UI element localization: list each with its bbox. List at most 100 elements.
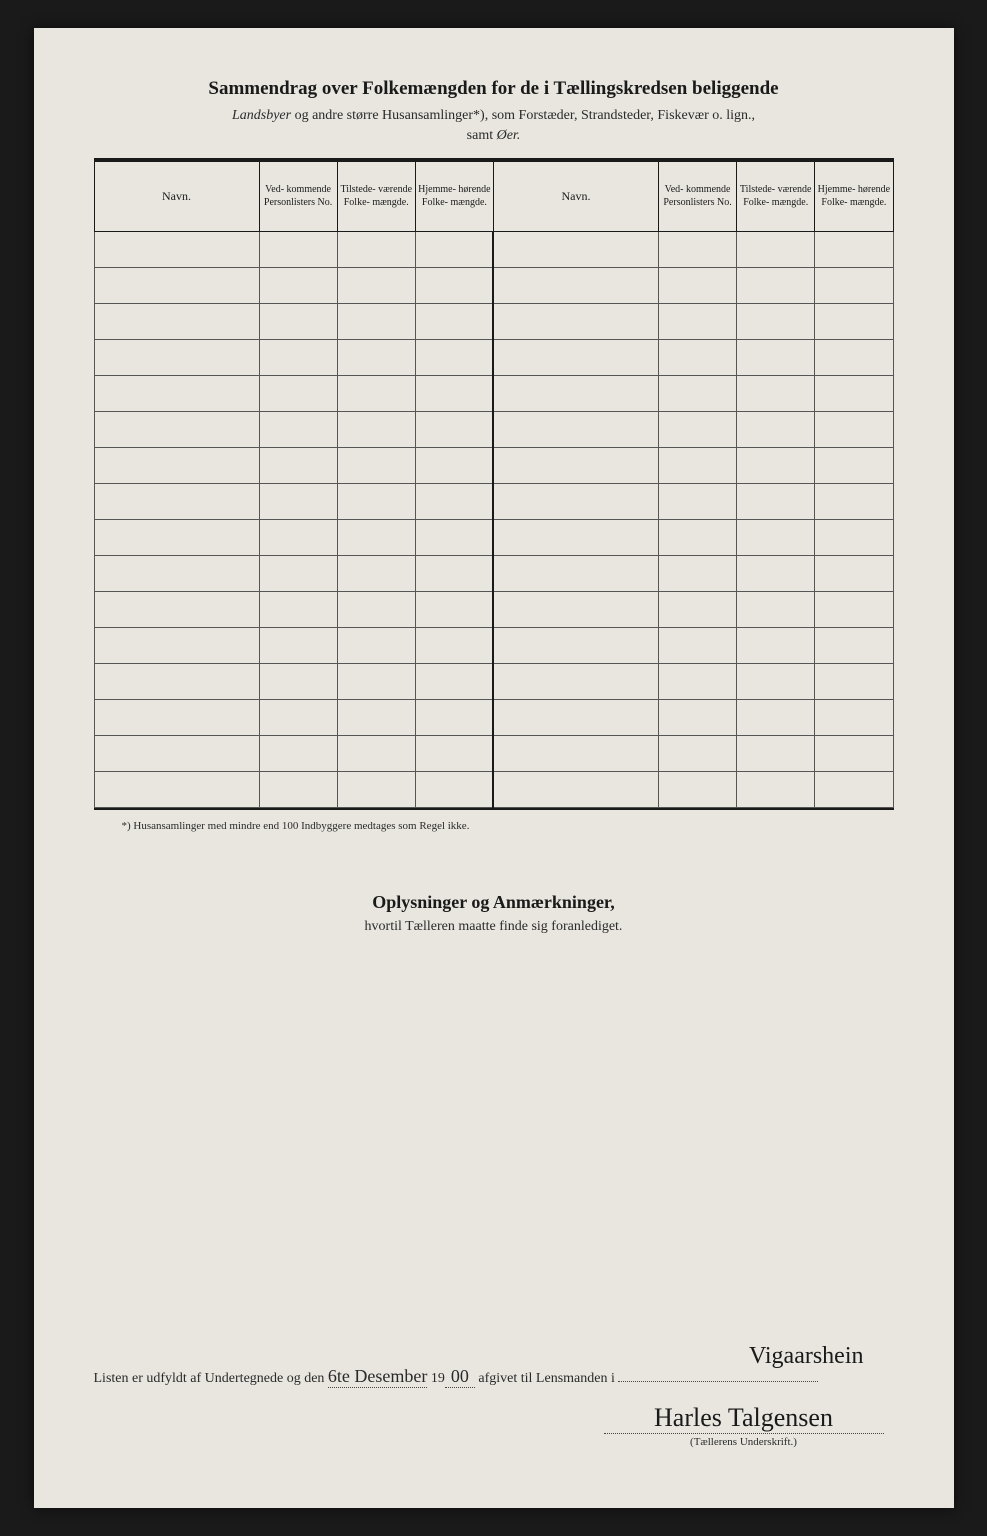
table-cell	[337, 592, 415, 628]
table-cell	[658, 520, 736, 556]
col-hjemme-1: Hjemme- hørende Folke- mængde.	[415, 162, 493, 232]
table-cell	[94, 340, 259, 376]
table-cell	[658, 628, 736, 664]
table-cell	[415, 448, 493, 484]
table-cell	[337, 772, 415, 808]
table-cell	[337, 376, 415, 412]
table-cell	[815, 628, 893, 664]
table-cell	[737, 736, 815, 772]
subtitle-line2: samt Øer.	[94, 128, 894, 144]
table-cell	[737, 592, 815, 628]
subtitle2-prefix: samt	[467, 128, 497, 143]
table-cell	[337, 736, 415, 772]
table-cell	[415, 304, 493, 340]
table-cell	[415, 736, 493, 772]
table-cell	[259, 664, 337, 700]
table-cell	[94, 772, 259, 808]
table-cell	[658, 736, 736, 772]
table-cell	[658, 592, 736, 628]
table-cell	[493, 520, 658, 556]
table-cell	[737, 664, 815, 700]
table-cell	[94, 412, 259, 448]
table-cell	[737, 520, 815, 556]
table-cell	[259, 556, 337, 592]
table-row	[94, 700, 893, 736]
table-cell	[658, 340, 736, 376]
table-row	[94, 628, 893, 664]
table-row	[94, 340, 893, 376]
table-cell	[94, 268, 259, 304]
table-cell	[737, 340, 815, 376]
table-cell	[658, 664, 736, 700]
table-cell	[815, 772, 893, 808]
col-navn-1: Navn.	[94, 162, 259, 232]
table-row	[94, 268, 893, 304]
table-cell	[415, 556, 493, 592]
table-cell	[415, 232, 493, 268]
table-cell	[337, 664, 415, 700]
table-row	[94, 520, 893, 556]
table-cell	[337, 628, 415, 664]
year-prefix: 19	[431, 1371, 445, 1386]
table-cell	[259, 376, 337, 412]
table-cell	[94, 592, 259, 628]
col-personlisters-2: Ved- kommende Personlisters No.	[658, 162, 736, 232]
table-cell	[337, 484, 415, 520]
date-handwritten: 6te Desember	[328, 1366, 427, 1388]
table-row	[94, 304, 893, 340]
table-row	[94, 448, 893, 484]
section2-subtitle: hvortil Tælleren maatte finde sig foranl…	[94, 919, 894, 935]
table-cell	[737, 268, 815, 304]
table-cell	[815, 700, 893, 736]
table-cell	[815, 592, 893, 628]
signature-text: Harles Talgensen	[604, 1403, 884, 1434]
table-cell	[337, 520, 415, 556]
table-cell	[94, 556, 259, 592]
table-cell	[94, 376, 259, 412]
table-cell	[493, 556, 658, 592]
col-tilstede-1: Tilstede- værende Folke- mængde.	[337, 162, 415, 232]
table-cell	[337, 304, 415, 340]
table-cell	[658, 700, 736, 736]
table-cell	[493, 628, 658, 664]
table-row	[94, 736, 893, 772]
table-cell	[259, 304, 337, 340]
table-cell	[493, 736, 658, 772]
table-cell	[415, 592, 493, 628]
table-cell	[815, 556, 893, 592]
table-cell	[737, 484, 815, 520]
table-cell	[259, 736, 337, 772]
table-cell	[815, 304, 893, 340]
table-cell	[737, 628, 815, 664]
table-cell	[259, 628, 337, 664]
table-cell	[415, 376, 493, 412]
lensmand-blank	[618, 1381, 818, 1382]
table-cell	[815, 736, 893, 772]
table-row	[94, 376, 893, 412]
table-cell	[737, 376, 815, 412]
table-cell	[493, 448, 658, 484]
table-cell	[737, 448, 815, 484]
table-cell	[493, 376, 658, 412]
table-cell	[259, 412, 337, 448]
table-cell	[493, 772, 658, 808]
table-cell	[337, 340, 415, 376]
table-cell	[815, 376, 893, 412]
table-cell	[415, 484, 493, 520]
table-cell	[815, 520, 893, 556]
table-cell	[94, 520, 259, 556]
table-row	[94, 484, 893, 520]
table-cell	[337, 556, 415, 592]
table-cell	[493, 700, 658, 736]
bottom-attestation: Listen er udfyldt af Undertegnede og den…	[94, 1366, 894, 1388]
subtitle-italic: Landsbyer	[232, 108, 291, 123]
table-cell	[737, 700, 815, 736]
footnote: *) Husansamlinger med mindre end 100 Ind…	[122, 820, 894, 832]
table-cell	[658, 556, 736, 592]
table-cell	[415, 340, 493, 376]
year-hand: 00	[445, 1366, 475, 1388]
table-cell	[815, 484, 893, 520]
table-cell	[815, 664, 893, 700]
table-row	[94, 232, 893, 268]
table-cell	[259, 232, 337, 268]
